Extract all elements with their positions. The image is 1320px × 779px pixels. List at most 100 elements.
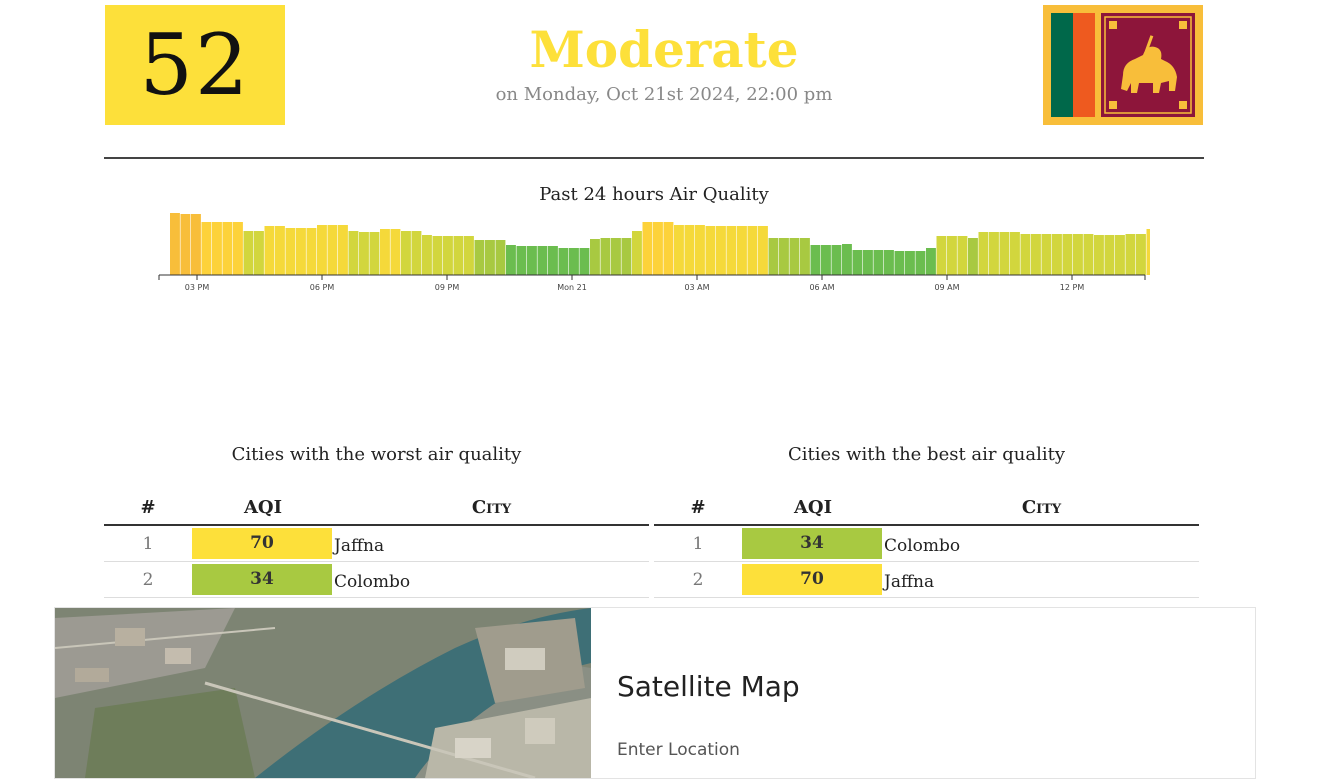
chart-bar[interactable]	[768, 238, 779, 275]
chart-bar[interactable]	[432, 236, 443, 275]
chart-bar[interactable]	[527, 246, 537, 275]
chart-bar[interactable]	[789, 238, 800, 275]
chart-bar[interactable]	[674, 225, 684, 275]
chart-bar[interactable]	[758, 226, 768, 275]
chart-bar[interactable]	[999, 232, 1010, 275]
chart-bar[interactable]	[1104, 235, 1115, 275]
chart-bar[interactable]	[243, 231, 254, 275]
table-row[interactable]: 1 70 Jaffna	[104, 526, 649, 562]
chart-bar[interactable]	[516, 246, 527, 275]
chart-bar[interactable]	[810, 245, 821, 275]
chart-bar[interactable]	[1146, 229, 1151, 275]
table-row[interactable]: 1 34 Colombo	[654, 526, 1199, 562]
chart-bar[interactable]	[390, 229, 401, 275]
chart-bar[interactable]	[369, 232, 380, 275]
chart-bar[interactable]	[957, 236, 968, 275]
chart-bar[interactable]	[800, 238, 810, 275]
chart-bar[interactable]	[1115, 235, 1125, 275]
chart-bar[interactable]	[254, 231, 264, 275]
row-city-link[interactable]: Jaffna	[884, 571, 935, 592]
chart-bar[interactable]	[285, 228, 296, 275]
chart-bar[interactable]	[852, 250, 863, 275]
chart-bar[interactable]	[936, 236, 947, 275]
chart-bar[interactable]	[1062, 234, 1073, 275]
chart-bar[interactable]	[968, 238, 978, 275]
chart-bar[interactable]	[264, 226, 275, 275]
chart-bar[interactable]	[684, 225, 695, 275]
chart-bar[interactable]	[380, 229, 390, 275]
chart-bar[interactable]	[348, 231, 359, 275]
chart-bar[interactable]	[201, 222, 212, 275]
chart-bar[interactable]	[747, 226, 758, 275]
chart-bar[interactable]	[884, 250, 894, 275]
chart-bar[interactable]	[317, 225, 327, 275]
chart-bar[interactable]	[611, 238, 621, 275]
satellite-map-image[interactable]	[55, 608, 591, 778]
chart-bar[interactable]	[831, 245, 842, 275]
table-row[interactable]: 2 70 Jaffna	[654, 562, 1199, 598]
row-city-link[interactable]: Colombo	[334, 571, 411, 592]
chart-bar[interactable]	[327, 225, 338, 275]
chart-bar[interactable]	[474, 240, 485, 275]
chart-bar[interactable]	[989, 232, 999, 275]
chart-bar[interactable]	[233, 222, 243, 275]
chart-bar[interactable]	[537, 246, 548, 275]
chart-bar[interactable]	[1073, 234, 1083, 275]
chart-bar[interactable]	[600, 238, 611, 275]
chart-bar[interactable]	[453, 236, 464, 275]
chart-bar[interactable]	[191, 214, 201, 275]
chart-bar[interactable]	[642, 222, 653, 275]
chart-bar[interactable]	[737, 226, 747, 275]
chart-bar[interactable]	[905, 251, 915, 275]
chart-bar[interactable]	[338, 225, 348, 275]
chart-bar[interactable]	[621, 238, 632, 275]
chart-bar[interactable]	[296, 228, 306, 275]
chart-bar[interactable]	[569, 248, 579, 275]
chart-bar[interactable]	[1041, 234, 1052, 275]
chart-bar[interactable]	[558, 248, 569, 275]
chart-bar[interactable]	[1083, 234, 1094, 275]
table-row[interactable]: 2 34 Colombo	[104, 562, 649, 598]
row-city-link[interactable]: Colombo	[884, 535, 961, 556]
chart-bar[interactable]	[180, 214, 191, 275]
chart-bar[interactable]	[1136, 234, 1146, 275]
chart-bar[interactable]	[978, 232, 989, 275]
chart-bar[interactable]	[359, 232, 369, 275]
ad-location-input[interactable]: Enter Location	[617, 740, 740, 760]
chart-bar[interactable]	[401, 231, 411, 275]
chart-bar[interactable]	[422, 235, 432, 275]
chart-bar[interactable]	[485, 240, 495, 275]
chart-bar[interactable]	[716, 226, 726, 275]
chart-bar[interactable]	[1125, 234, 1136, 275]
chart-bar[interactable]	[590, 239, 600, 275]
chart-bar[interactable]	[863, 250, 873, 275]
chart-bar[interactable]	[222, 222, 233, 275]
chart-bar[interactable]	[1094, 235, 1104, 275]
chart-bar[interactable]	[506, 245, 516, 275]
chart-bar[interactable]	[779, 238, 789, 275]
chart-bar[interactable]	[873, 250, 884, 275]
chart-bar[interactable]	[1052, 234, 1062, 275]
chart-bar[interactable]	[212, 222, 222, 275]
chart-bar[interactable]	[842, 244, 852, 275]
chart-bar[interactable]	[915, 251, 926, 275]
chart-bar[interactable]	[632, 231, 642, 275]
ad-title[interactable]: Satellite Map	[617, 670, 800, 703]
chart-bar[interactable]	[726, 226, 737, 275]
chart-bar[interactable]	[926, 248, 936, 275]
ad-banner[interactable]: Satellite Map Enter Location	[54, 607, 1256, 779]
chart-bar[interactable]	[821, 245, 831, 275]
chart-bar[interactable]	[170, 213, 180, 275]
chart-bar[interactable]	[443, 236, 453, 275]
chart-bar[interactable]	[579, 248, 590, 275]
chart-bar[interactable]	[495, 240, 506, 275]
chart-bar[interactable]	[548, 246, 558, 275]
chart-bar[interactable]	[705, 226, 716, 275]
chart-bar[interactable]	[947, 236, 957, 275]
chart-bar[interactable]	[653, 222, 663, 275]
chart-bar[interactable]	[275, 226, 285, 275]
chart-bar[interactable]	[663, 222, 674, 275]
chart-bar[interactable]	[464, 236, 474, 275]
row-city-link[interactable]: Jaffna	[334, 535, 385, 556]
chart-bar[interactable]	[695, 225, 705, 275]
